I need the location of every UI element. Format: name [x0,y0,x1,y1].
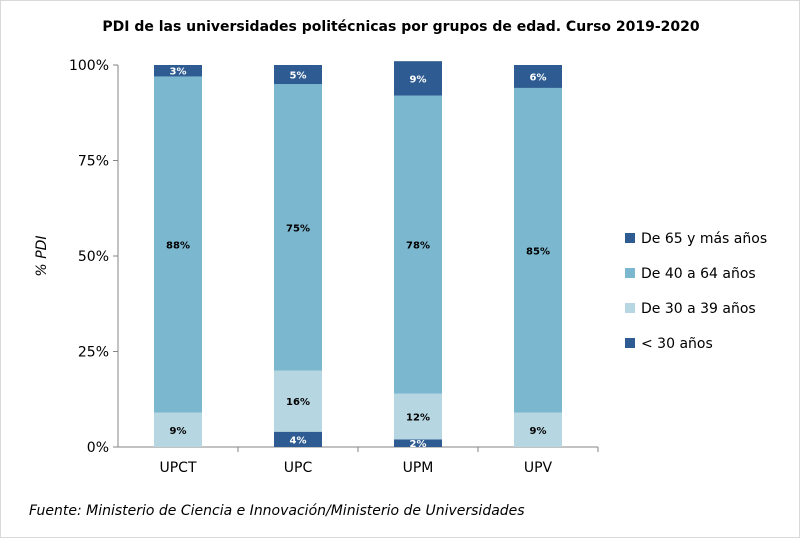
bar-segment [394,61,442,96]
bar-segment [274,84,322,371]
data-label: 4% [290,435,307,446]
legend-label: De 40 a 64 años [641,266,756,282]
data-label: 16% [286,397,310,408]
legend-swatch [625,338,635,348]
bar-segment [154,412,202,447]
legend-label: De 65 y más años [641,231,767,247]
data-label: 5% [290,71,307,82]
legend-label: De 30 a 39 años [641,301,756,317]
bar-segment [514,65,562,88]
x-tick-label: UPM [403,460,434,476]
bar-segment [274,65,322,85]
bar-segment [514,87,562,413]
bar-segment [394,95,442,394]
data-label: 9% [170,426,187,437]
x-tick-label: UPV [524,460,553,476]
data-label: 88% [166,241,190,252]
bar-segment [154,65,202,77]
bar-segment [274,431,322,447]
data-label: 75% [286,223,310,234]
y-tick-label: 75% [78,154,109,170]
data-label: 2% [410,439,427,450]
bar-segment [274,370,322,432]
y-tick-label: 25% [78,345,109,361]
data-label: 9% [530,426,547,437]
bar-segment [514,412,562,447]
data-label: 6% [530,72,547,83]
x-tick-label: UPC [284,460,313,476]
legend-swatch [625,268,635,278]
legend-label: < 30 años [641,336,713,352]
y-tick-label: 100% [69,58,109,74]
bar-segment [394,393,442,440]
y-tick-label: 0% [87,440,109,456]
bar-segment [154,76,202,413]
data-label: 12% [406,412,430,423]
source-note: Fuente: Ministerio de Ciencia e Innovaci… [29,503,525,519]
data-label: 9% [410,74,427,85]
y-axis-label: % PDI [34,235,50,276]
data-label: 3% [170,67,187,78]
bar-segment [394,439,442,447]
chart-title: PDI de las universidades politécnicas po… [102,19,700,35]
data-label: 85% [526,246,550,257]
y-tick-label: 50% [78,249,109,265]
legend-swatch [625,303,635,313]
data-label: 78% [406,241,430,252]
legend-swatch [625,233,635,243]
x-tick-label: UPCT [159,460,196,476]
